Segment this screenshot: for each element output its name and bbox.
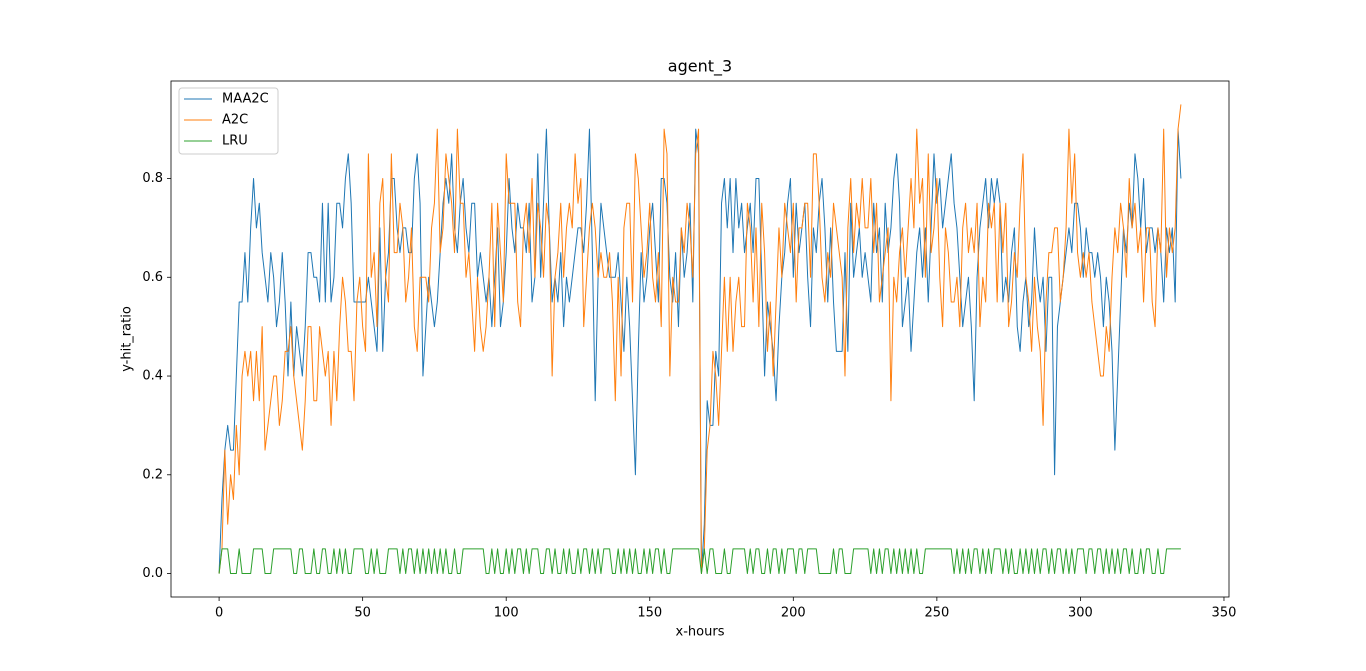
x-axis-label: x-hours xyxy=(676,625,725,640)
y-tick-label: 0.2 xyxy=(142,467,163,482)
plot-frame xyxy=(170,80,1230,598)
legend-label: LRU xyxy=(222,134,248,149)
y-tick-label: 0.0 xyxy=(142,566,163,581)
data-line xyxy=(218,104,1182,575)
legend-label: MAA2C xyxy=(222,92,269,107)
x-tick-label: 300 xyxy=(1068,606,1093,621)
y-tick-label: 0.8 xyxy=(142,171,163,186)
x-tick-label: 100 xyxy=(494,606,519,621)
legend-box xyxy=(178,87,279,155)
x-tick-label: 150 xyxy=(637,606,662,621)
legend-label: A2C xyxy=(222,113,248,128)
x-tick-label: 0 xyxy=(215,606,223,621)
y-axis-label: y-hit_ratio xyxy=(120,306,135,372)
x-tick-label: 250 xyxy=(924,606,949,621)
y-tick-label: 0.4 xyxy=(142,369,163,384)
x-tick-label: 350 xyxy=(1212,606,1237,621)
y-tick-label: 0.6 xyxy=(142,270,163,285)
x-tick-label: 50 xyxy=(354,606,371,621)
chart-title: agent_3 xyxy=(668,57,732,77)
data-line xyxy=(218,548,1181,575)
x-tick-label: 200 xyxy=(781,606,806,621)
